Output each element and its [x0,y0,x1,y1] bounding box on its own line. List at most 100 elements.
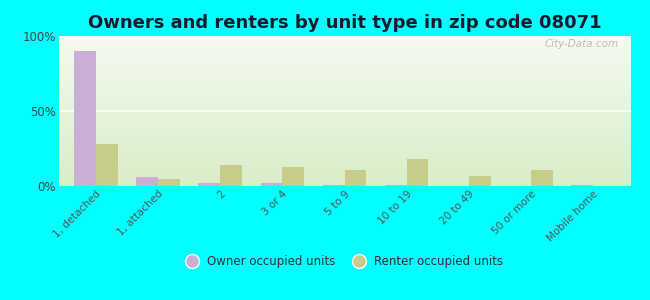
Bar [58,121,630,122]
Bar [58,94,630,95]
Bar [58,90,630,92]
Bar [58,103,630,104]
Bar [58,79,630,80]
Bar [282,167,304,186]
Bar [58,108,630,110]
Bar [58,184,630,185]
Bar [58,124,630,125]
Bar [58,144,630,146]
Bar [136,177,158,186]
Bar [58,140,630,142]
Bar [58,94,630,96]
Bar [58,133,630,134]
Bar [58,118,630,119]
Bar [58,64,630,65]
Bar [58,127,630,128]
Bar [58,38,630,40]
Bar [58,38,630,39]
Bar [58,75,630,76]
Bar [58,91,630,92]
Bar [58,70,630,71]
Bar [58,146,630,148]
Bar [58,40,630,41]
Legend: Owner occupied units, Renter occupied units: Owner occupied units, Renter occupied un… [181,251,508,273]
Bar [58,58,630,60]
Bar [58,164,630,166]
Bar [58,168,630,170]
Bar [531,169,552,186]
Bar [58,39,630,40]
Bar [58,140,630,141]
Bar [58,102,630,104]
Bar [58,88,630,90]
Bar [58,37,630,38]
Bar [385,184,407,186]
Bar [58,41,630,43]
Bar [58,106,630,108]
Bar [58,80,630,82]
Bar [74,51,96,186]
Text: City-Data.com: City-Data.com [545,39,619,49]
Bar [58,152,630,153]
Bar [58,110,630,111]
Bar [58,176,630,177]
Bar [58,61,630,63]
Bar [58,52,630,53]
Bar [58,173,630,175]
Bar [58,74,630,76]
Bar [58,178,630,180]
Bar [58,48,630,50]
Bar [58,109,630,110]
Bar [58,55,630,56]
Bar [158,178,180,186]
Bar [58,87,630,88]
Bar [58,156,630,158]
Bar [58,130,630,131]
Bar [58,117,630,118]
Bar [58,66,630,68]
Bar [58,100,630,101]
Bar [96,144,118,186]
Bar [58,116,630,117]
Bar [58,182,630,184]
Bar [58,183,630,184]
Bar [58,76,630,77]
Bar [58,73,630,74]
Bar [198,183,220,186]
Bar [58,120,630,122]
Bar [58,175,630,176]
Bar [58,154,630,156]
Bar [58,167,630,168]
Bar [58,92,630,93]
Bar [58,44,630,45]
Bar [58,44,630,46]
Bar [58,106,630,107]
Bar [58,178,630,179]
Bar [58,177,630,178]
Bar [58,40,630,42]
Bar [58,122,630,124]
Bar [58,97,630,98]
Bar [58,170,630,172]
Bar [344,169,366,186]
Bar [58,45,630,46]
Bar [58,143,630,145]
Bar [58,65,630,67]
Bar [58,181,630,182]
Bar [58,161,630,163]
Bar [58,158,630,159]
Bar [58,112,630,114]
Bar [58,83,630,85]
Bar [58,114,630,116]
Bar [58,134,630,135]
Bar [58,56,630,57]
Bar [58,78,630,80]
Bar [58,128,630,129]
Bar [58,157,630,158]
Bar [58,136,630,137]
Bar [58,57,630,58]
Bar [58,154,630,155]
Bar [58,104,630,106]
Bar [58,98,630,100]
Bar [58,54,630,56]
